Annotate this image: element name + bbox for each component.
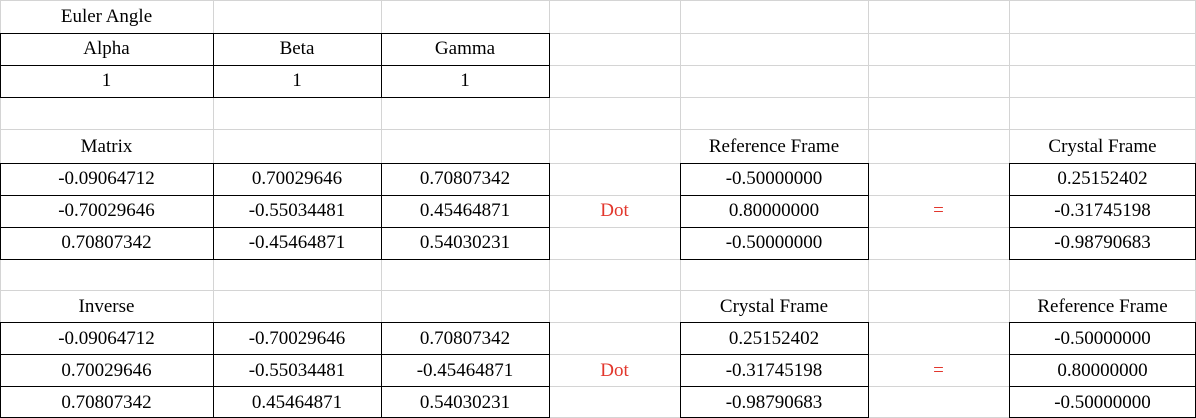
inverse-cell-r1c2[interactable]: -0.70029646 bbox=[248, 328, 346, 349]
gridline-horizontal bbox=[0, 65, 1196, 66]
op1-in-value-1[interactable]: -0.50000000 bbox=[725, 168, 823, 189]
op2-equals-operator[interactable]: = bbox=[933, 360, 944, 381]
gridline-horizontal bbox=[0, 290, 1196, 291]
gridline-horizontal bbox=[0, 33, 1196, 34]
inverse-border-hline bbox=[0, 322, 550, 323]
op2-in-border-vline bbox=[868, 322, 869, 418]
inverse-cell-r2c3[interactable]: -0.45464871 bbox=[416, 360, 514, 381]
op1-out-border-hline bbox=[1009, 259, 1196, 260]
inverse-cell-r2c1[interactable]: 0.70029646 bbox=[61, 360, 152, 381]
op2-in-border-hline bbox=[680, 322, 869, 323]
op1-in-border-hline bbox=[680, 227, 869, 228]
euler-value-alpha[interactable]: 1 bbox=[101, 70, 112, 91]
matrix-cell-r2c2[interactable]: -0.55034481 bbox=[248, 200, 346, 221]
op1-in-border-vline bbox=[868, 163, 869, 260]
euler-header-gamma[interactable]: Gamma bbox=[434, 38, 496, 59]
gridline-horizontal bbox=[0, 386, 1196, 387]
op1-out-label[interactable]: Crystal Frame bbox=[1048, 136, 1157, 157]
op2-out-label[interactable]: Reference Frame bbox=[1037, 296, 1168, 317]
op1-equals-operator[interactable]: = bbox=[933, 200, 944, 221]
op2-in-label[interactable]: Crystal Frame bbox=[719, 296, 829, 317]
op1-out-value-1[interactable]: 0.25152402 bbox=[1057, 168, 1148, 189]
op2-in-value-3[interactable]: -0.98790683 bbox=[725, 392, 823, 413]
inverse-border-hline bbox=[0, 354, 550, 355]
op2-in-value-2[interactable]: -0.31745198 bbox=[725, 360, 823, 381]
euler-title[interactable]: Euler Angle bbox=[60, 6, 153, 27]
inverse-cell-r3c2[interactable]: 0.45464871 bbox=[251, 392, 343, 413]
matrix-border-hline bbox=[0, 259, 550, 260]
op2-in-border-hline bbox=[680, 386, 869, 387]
matrix-label[interactable]: Matrix bbox=[80, 136, 133, 157]
inverse-cell-r1c3[interactable]: 0.70807342 bbox=[419, 328, 511, 349]
op1-out-border-hline bbox=[1009, 163, 1196, 164]
euler-border-hline bbox=[0, 97, 550, 98]
op2-in-border-hline bbox=[680, 354, 869, 355]
euler-border-hline bbox=[0, 33, 550, 34]
matrix-border-vline bbox=[381, 163, 382, 260]
gridline-horizontal bbox=[0, 129, 1196, 130]
op1-out-border-hline bbox=[1009, 195, 1196, 196]
euler-value-gamma[interactable]: 1 bbox=[460, 70, 470, 91]
inverse-border-vline bbox=[549, 322, 550, 418]
matrix-cell-r3c2[interactable]: -0.45464871 bbox=[248, 232, 346, 253]
inverse-border-vline bbox=[0, 322, 1, 418]
inverse-border-vline bbox=[213, 322, 214, 418]
matrix-cell-r1c3[interactable]: 0.70807342 bbox=[419, 168, 511, 189]
op2-out-value-3[interactable]: -0.50000000 bbox=[1054, 392, 1151, 413]
op1-in-border-hline bbox=[680, 259, 869, 260]
op1-out-border-hline bbox=[1009, 227, 1196, 228]
op2-in-border-vline bbox=[680, 322, 681, 418]
op1-out-value-2[interactable]: -0.31745198 bbox=[1054, 200, 1151, 221]
matrix-border-hline bbox=[0, 195, 550, 196]
op1-out-border-vline bbox=[1009, 163, 1010, 260]
op1-in-border-vline bbox=[680, 163, 681, 260]
op2-dot-operator[interactable]: Dot bbox=[600, 360, 629, 381]
matrix-border-vline bbox=[213, 163, 214, 260]
op1-in-value-3[interactable]: -0.50000000 bbox=[725, 232, 823, 253]
inverse-border-hline bbox=[0, 386, 550, 387]
op2-out-border-hline bbox=[1009, 354, 1196, 355]
matrix-cell-r2c3[interactable]: 0.45464871 bbox=[419, 200, 511, 221]
matrix-cell-r2c1[interactable]: -0.70029646 bbox=[58, 200, 155, 221]
matrix-border-hline bbox=[0, 163, 550, 164]
matrix-cell-r3c3[interactable]: 0.54030231 bbox=[419, 232, 511, 253]
inverse-border-vline bbox=[381, 322, 382, 418]
matrix-border-vline bbox=[549, 163, 550, 260]
gridline-horizontal bbox=[0, 195, 1196, 196]
gridline-horizontal bbox=[0, 0, 1196, 1]
op2-in-value-1[interactable]: 0.25152402 bbox=[728, 328, 820, 349]
euler-header-beta[interactable]: Beta bbox=[279, 38, 315, 59]
op1-out-value-3[interactable]: -0.98790683 bbox=[1054, 232, 1151, 253]
op1-in-border-hline bbox=[680, 163, 869, 164]
op2-out-border-vline bbox=[1009, 322, 1010, 418]
euler-border-hline bbox=[0, 65, 550, 66]
matrix-border-vline bbox=[0, 163, 1, 260]
matrix-cell-r1c2[interactable]: 0.70029646 bbox=[251, 168, 343, 189]
euler-header-alpha[interactable]: Alpha bbox=[83, 38, 130, 59]
inverse-cell-r3c1[interactable]: 0.70807342 bbox=[61, 392, 152, 413]
op1-in-value-2[interactable]: 0.80000000 bbox=[728, 200, 820, 221]
op2-out-value-1[interactable]: -0.50000000 bbox=[1054, 328, 1151, 349]
gridline-horizontal bbox=[0, 97, 1196, 98]
gridline-horizontal bbox=[0, 354, 1196, 355]
gridline-horizontal bbox=[0, 322, 1196, 323]
gridline-horizontal bbox=[0, 163, 1196, 164]
euler-value-beta[interactable]: 1 bbox=[292, 70, 302, 91]
inverse-cell-r2c2[interactable]: -0.55034481 bbox=[248, 360, 346, 381]
op2-out-value-2[interactable]: 0.80000000 bbox=[1057, 360, 1148, 381]
op1-in-label[interactable]: Reference Frame bbox=[708, 136, 840, 157]
op2-out-border-hline bbox=[1009, 386, 1196, 387]
op1-dot-operator[interactable]: Dot bbox=[600, 200, 629, 221]
gridline-horizontal bbox=[0, 259, 1196, 260]
matrix-cell-r1c1[interactable]: -0.09064712 bbox=[58, 168, 155, 189]
matrix-cell-r3c1[interactable]: 0.70807342 bbox=[61, 232, 152, 253]
op2-out-border-hline bbox=[1009, 322, 1196, 323]
matrix-border-hline bbox=[0, 227, 550, 228]
inverse-label[interactable]: Inverse bbox=[78, 296, 135, 317]
inverse-cell-r3c3[interactable]: 0.54030231 bbox=[419, 392, 511, 413]
gridline-horizontal bbox=[0, 227, 1196, 228]
inverse-cell-r1c1[interactable]: -0.09064712 bbox=[58, 328, 155, 349]
op1-in-border-hline bbox=[680, 195, 869, 196]
